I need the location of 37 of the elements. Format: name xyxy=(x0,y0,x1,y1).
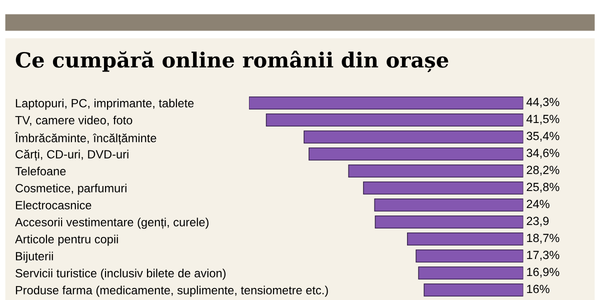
data-label: 17,3% xyxy=(527,250,560,261)
bar xyxy=(374,215,524,229)
y-tick-label: Articole pentru copii xyxy=(15,234,118,246)
y-tick-label: Cărți, CD-uri, DVD-uri xyxy=(16,150,128,161)
data-label: 44,3% xyxy=(526,98,560,108)
bar xyxy=(249,96,524,110)
bar xyxy=(374,198,524,212)
bar xyxy=(424,283,524,297)
data-label: 24% xyxy=(526,200,550,208)
bar xyxy=(348,164,524,178)
bar xyxy=(308,147,524,161)
y-tick-label: Servicii turistice (inclusiv bilete de avion) xyxy=(16,268,226,280)
y-tick-label: Laptopuri, PC, imprimante, tablete xyxy=(16,98,194,110)
data-label: 23,9 xyxy=(526,216,549,227)
bar xyxy=(363,181,524,195)
bar xyxy=(407,232,524,246)
data-label: 41,5% xyxy=(526,114,560,125)
data-label: 35,4% xyxy=(526,132,560,142)
data-label: 18,7% xyxy=(527,234,560,244)
data-label: 25,8% xyxy=(526,182,560,193)
y-tick-label: Electrocasnice xyxy=(16,200,92,210)
data-label: 34,6% xyxy=(526,148,560,159)
y-tick-label: Produse farma (medicamente, suplimente, tensiometre etc.) xyxy=(16,286,328,297)
y-tick-label: Bijuterii xyxy=(16,252,53,263)
bar xyxy=(418,266,524,280)
bar xyxy=(416,249,524,263)
data-label: 16% xyxy=(527,284,550,294)
chart-title: Ce cumpără online românii din orașe xyxy=(16,50,448,72)
bar xyxy=(266,113,524,127)
data-label: 16,9% xyxy=(527,268,560,278)
y-tick-label: TV, camere video, foto xyxy=(15,116,132,126)
y-tick-label: Îmbrăcăminte, încălțăminte xyxy=(14,132,156,145)
bar xyxy=(304,130,524,144)
y-tick-label: Cosmetice, parfumuri xyxy=(16,184,126,195)
y-tick-label: Telefoane xyxy=(15,166,66,176)
y-tick-label: Accesorii vestimentare (genți, curele) xyxy=(15,218,208,229)
data-label: 28,2% xyxy=(526,166,560,176)
